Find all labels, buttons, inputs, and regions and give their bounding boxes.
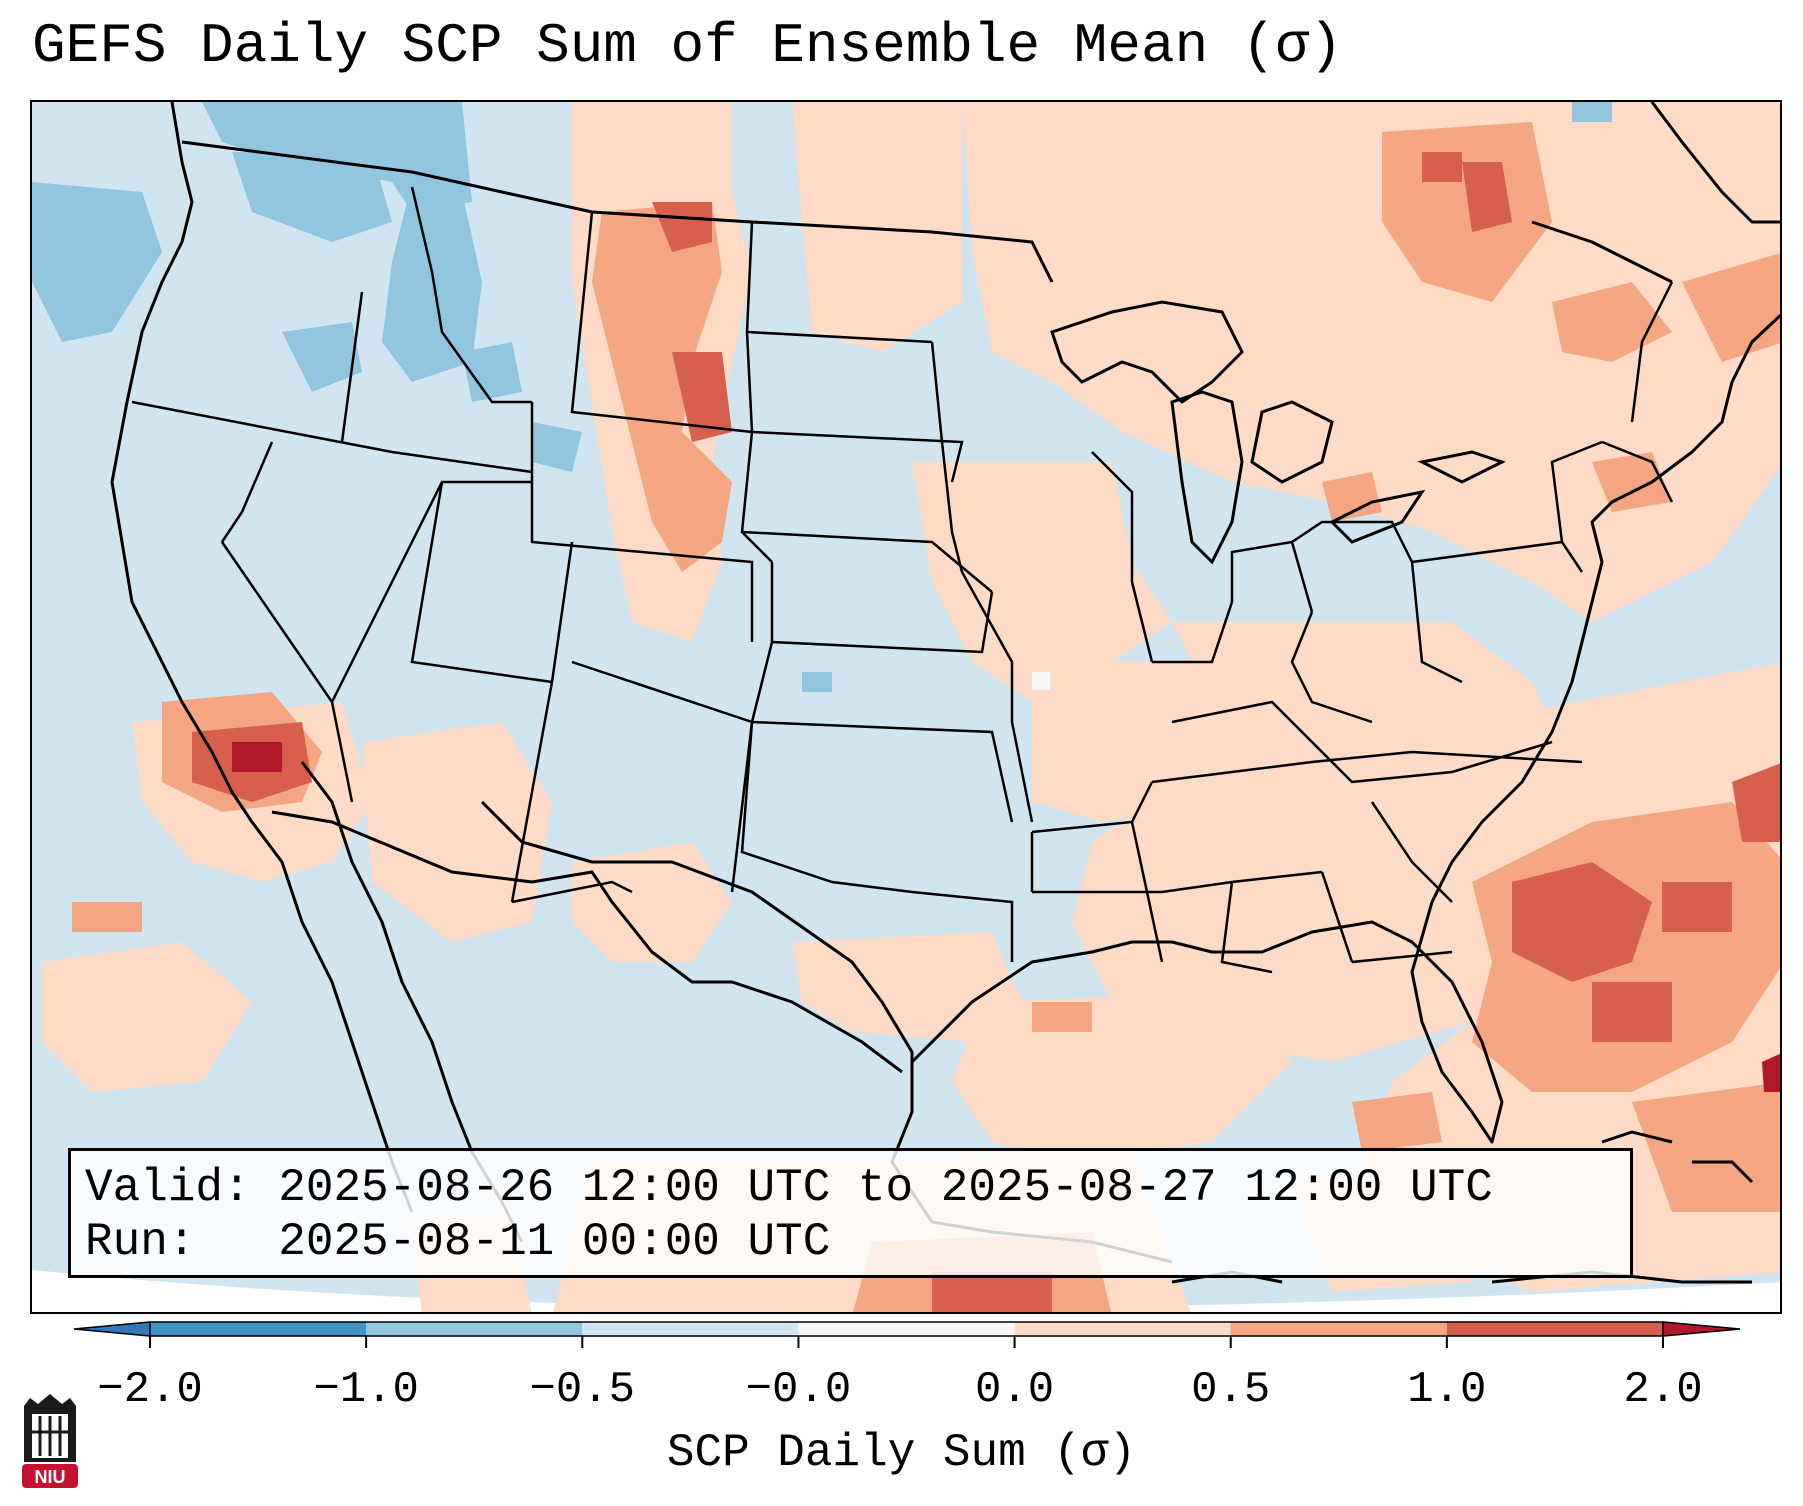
anomaly-negative-medium <box>32 102 1612 692</box>
niu-logo-text: NIU <box>35 1467 66 1487</box>
run-time: Run: 2025-08-11 00:00 UTC <box>85 1216 831 1268</box>
niu-logo: NIU <box>22 1394 78 1488</box>
colorbar-segment <box>1446 1322 1663 1336</box>
info-box: Valid: 2025-08-26 12:00 UTC to 2025-08-2… <box>68 1148 1633 1278</box>
map-panel: Valid: 2025-08-26 12:00 UTC to 2025-08-2… <box>30 100 1782 1314</box>
state-borders <box>131 186 1674 974</box>
colorbar-tick-label: −2.0 <box>97 1365 203 1415</box>
colorbar-outline <box>149 1321 1664 1337</box>
colorbar-segment <box>1014 1322 1231 1336</box>
colorbar-extend-low <box>73 1321 151 1337</box>
colorbar-tick-label: 1.0 <box>1407 1365 1487 1415</box>
colorbar <box>73 1321 1741 1348</box>
colorbar-segment <box>582 1322 799 1336</box>
colorbar-segment <box>366 1322 583 1336</box>
colorbar-segment <box>150 1322 367 1336</box>
anomaly-positive-extreme <box>232 742 1780 1092</box>
colorbar-tick-label: −0.5 <box>529 1365 636 1415</box>
map-canvas <box>32 102 1780 1312</box>
colorbar-segment <box>1230 1322 1447 1336</box>
colorbar-label: SCP Daily Sum (σ) <box>666 1427 1137 1479</box>
chart-title: GEFS Daily SCP Sum of Ensemble Mean (σ) <box>32 14 1343 78</box>
colorbar-tick-label: 0.0 <box>974 1365 1055 1415</box>
valid-time: Valid: 2025-08-26 12:00 UTC to 2025-08-2… <box>85 1162 1493 1214</box>
colorbar-segment <box>798 1322 1015 1336</box>
colorbar-tick-label: −0.0 <box>745 1365 852 1415</box>
colorbar-tick-label: 0.5 <box>1191 1365 1271 1415</box>
colorbar-tick-label: −1.0 <box>313 1365 419 1415</box>
great-lakes <box>1050 300 1506 565</box>
anomaly-positive-medium <box>72 122 1780 1312</box>
colorbar-tick-label: 2.0 <box>1623 1365 1703 1415</box>
coastlines <box>110 102 1780 1264</box>
anomaly-neutral-cell <box>1032 672 1050 690</box>
colorbar-extend-high <box>1662 1321 1741 1337</box>
